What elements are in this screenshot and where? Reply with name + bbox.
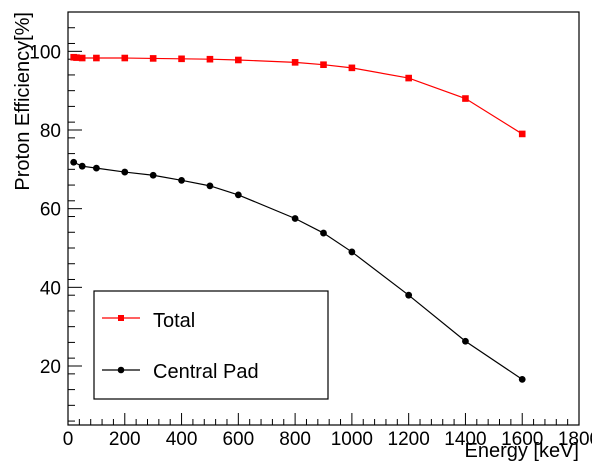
data-point-central-pad <box>348 248 356 256</box>
y-tick-label: 80 <box>40 121 61 142</box>
x-axis-label: Energy [keV] <box>464 440 579 461</box>
series-layer <box>70 53 526 383</box>
y-axis-label: Proton Efficiency[%] <box>12 12 34 191</box>
data-point-total <box>78 54 86 62</box>
legend-box <box>93 290 329 400</box>
data-point-total <box>149 55 157 62</box>
data-point-total <box>73 54 80 61</box>
data-point-total <box>121 54 129 62</box>
data-point-total <box>93 54 100 62</box>
data-point-total <box>320 61 327 69</box>
data-point-total <box>206 55 214 63</box>
data-point-total <box>291 59 299 66</box>
data-point-total <box>178 55 185 63</box>
data-point-central-pad <box>291 215 299 222</box>
x-tick-label: 200 <box>109 429 141 450</box>
y-tick-label: 40 <box>40 278 61 299</box>
data-point-total <box>405 74 412 82</box>
x-tick-label: 1000 <box>331 429 373 450</box>
data-point-central-pad <box>178 176 185 184</box>
series-line-1 <box>73 161 523 380</box>
y-tick-label: 100 <box>29 42 61 63</box>
legend-marker-total <box>118 315 124 321</box>
x-tick-label: 400 <box>166 429 198 450</box>
data-point-total <box>348 64 356 72</box>
data-point-central-pad <box>78 162 86 170</box>
x-tick-label: 1600 <box>501 429 543 450</box>
data-point-central-pad <box>121 168 129 176</box>
x-tick-label: 0 <box>63 429 74 450</box>
data-point-central-pad <box>320 229 327 237</box>
y-tick-label: 20 <box>40 357 61 378</box>
legend-label-total: Total <box>153 310 195 332</box>
data-point-central-pad <box>405 291 413 299</box>
x-tick-label: 800 <box>279 429 311 450</box>
axes: 0 200 400 600 800 1000 1200 1400 1600 1800 20 40 60 8… <box>29 27 592 450</box>
x-tick-label: 1800 <box>558 429 592 450</box>
data-point-central-pad <box>206 182 214 190</box>
legend-entry-central-pad: Central Pad <box>102 361 259 383</box>
legend-marker-central-pad <box>117 366 125 374</box>
legend-label-central-pad: Central Pad <box>153 361 259 383</box>
data-point-central-pad <box>462 337 469 345</box>
data-point-central-pad <box>518 375 526 383</box>
legend: Total Central Pad <box>93 290 329 400</box>
data-point-central-pad <box>92 164 100 172</box>
data-point-central-pad <box>234 191 242 199</box>
x-tick-label: 1400 <box>444 429 486 450</box>
data-point-central-pad <box>149 171 157 179</box>
data-point-total <box>518 130 526 138</box>
x-tick-label: 1200 <box>388 429 430 450</box>
plot-frame <box>67 11 580 426</box>
x-tick-label: 600 <box>222 429 254 450</box>
y-tick-label: 60 <box>40 200 61 221</box>
data-point-total <box>462 95 469 102</box>
series-line-0 <box>73 56 523 135</box>
data-point-central-pad <box>70 158 78 166</box>
legend-entry-total: Total <box>102 310 195 332</box>
data-point-total <box>235 56 242 64</box>
